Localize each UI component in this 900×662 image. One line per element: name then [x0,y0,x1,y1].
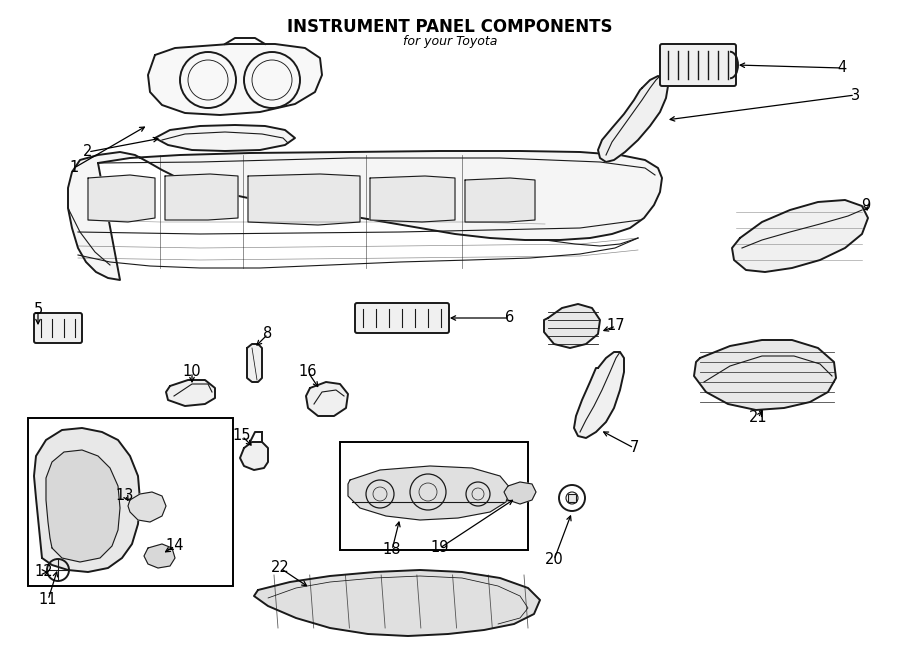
Text: 2: 2 [84,144,93,160]
Polygon shape [598,76,668,162]
Text: 17: 17 [607,318,625,334]
Text: 6: 6 [506,310,515,326]
Polygon shape [166,380,215,406]
Text: 18: 18 [382,542,401,557]
Text: 10: 10 [183,365,202,379]
Text: 22: 22 [271,561,290,575]
Text: INSTRUMENT PANEL COMPONENTS: INSTRUMENT PANEL COMPONENTS [287,18,613,36]
FancyBboxPatch shape [355,303,449,333]
Text: 15: 15 [233,428,251,444]
Text: 11: 11 [39,592,58,608]
Text: 5: 5 [33,303,42,318]
Text: 14: 14 [166,538,184,553]
Polygon shape [46,450,120,562]
Polygon shape [574,352,624,438]
Polygon shape [348,466,510,520]
Polygon shape [254,570,540,636]
Text: 7: 7 [629,440,639,455]
Text: 4: 4 [837,60,847,75]
Polygon shape [247,344,262,382]
Polygon shape [306,382,348,416]
Text: 9: 9 [861,197,870,213]
Polygon shape [694,340,836,410]
Text: 12: 12 [35,565,53,579]
Text: 8: 8 [264,326,273,342]
Polygon shape [732,200,868,272]
Polygon shape [465,178,535,222]
Bar [28,418,233,586]
Polygon shape [68,151,662,280]
Text: for your Toyota: for your Toyota [403,35,497,48]
Bar [568,494,576,502]
Polygon shape [155,125,295,151]
Polygon shape [248,174,360,225]
FancyBboxPatch shape [34,313,82,343]
FancyBboxPatch shape [660,44,736,86]
Text: 21: 21 [749,410,768,426]
Text: 20: 20 [544,553,563,567]
Text: 13: 13 [116,487,134,502]
Polygon shape [544,304,600,348]
Polygon shape [88,175,155,222]
Text: 1: 1 [69,160,78,175]
Polygon shape [504,482,536,504]
Polygon shape [144,544,175,568]
Polygon shape [128,492,166,522]
Bar [340,442,528,550]
Polygon shape [34,428,140,572]
Polygon shape [148,44,322,115]
Text: 16: 16 [299,365,317,379]
Text: 19: 19 [431,540,449,555]
Text: 3: 3 [850,87,860,103]
Polygon shape [165,174,238,220]
Polygon shape [370,176,455,222]
Polygon shape [240,442,268,470]
